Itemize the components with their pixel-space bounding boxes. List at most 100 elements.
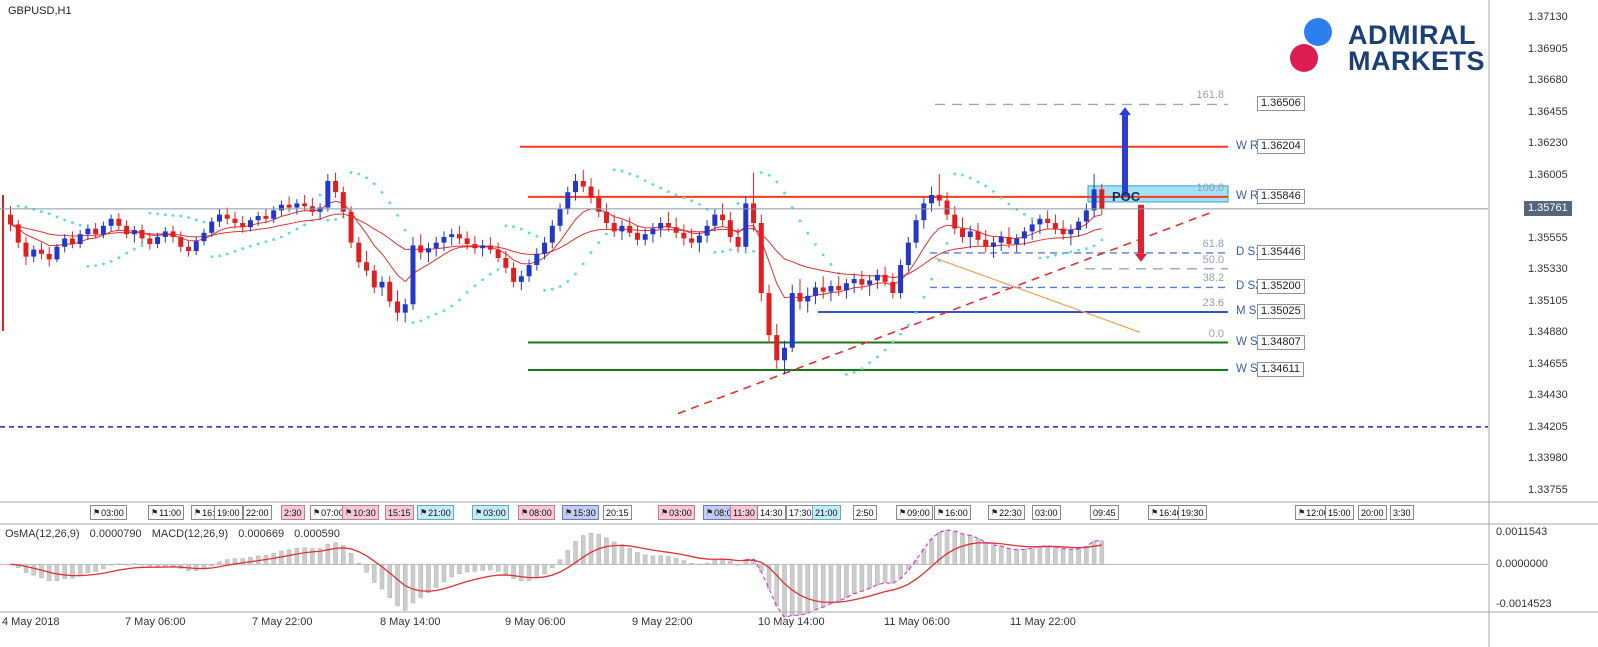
price-tick: 1.33980 (1528, 452, 1568, 465)
time-chip[interactable]: ⚑ 08:00 (518, 505, 555, 520)
time-chip[interactable]: 22:00 (243, 505, 272, 520)
candle-body (751, 203, 757, 223)
time-chip[interactable]: 15:00 (1325, 505, 1354, 520)
orange-trendline[interactable] (934, 257, 1141, 333)
time-chip-label: 20:00 (1361, 507, 1384, 518)
time-chip[interactable]: ⚑ 11:00 (148, 505, 185, 520)
date-label: 9 May 22:00 (632, 616, 693, 628)
candle-body (302, 203, 308, 207)
candle-body (77, 234, 83, 245)
candle-body (681, 232, 687, 239)
ascending-trendline[interactable] (677, 211, 1214, 415)
candle-body (100, 225, 106, 235)
candle-body (758, 222, 764, 294)
candle-body (325, 180, 331, 208)
event-flag-icon: ⚑ (991, 507, 999, 517)
time-chip[interactable]: 21:00 (812, 505, 841, 520)
time-chip-label: 15:15 (388, 507, 411, 518)
time-chip[interactable]: ⚑ 16:40 (1148, 505, 1185, 520)
time-chip[interactable]: ⚑ 03:00 (472, 505, 509, 520)
candle-body (511, 267, 517, 282)
candle-body (634, 232, 640, 240)
candle-body (317, 207, 323, 212)
poc-zone[interactable] (1087, 185, 1229, 203)
candle-body (480, 245, 486, 249)
candle-body (124, 225, 130, 235)
date-axis[interactable]: 4 May 2018 7 May 06:00 7 May 22:00 8 May 14… (0, 614, 1488, 632)
time-chip-label: 07:00 (321, 507, 344, 518)
time-chip[interactable]: ⚑ 12:00 (1295, 505, 1332, 520)
stop-loss-bar[interactable] (1138, 204, 1144, 254)
candle-body (1083, 210, 1089, 222)
candle-body (364, 262, 370, 271)
time-chip[interactable]: ⚑ 07:00 (310, 505, 347, 520)
candle-body (944, 200, 950, 215)
indicator-tick: 0.0000000 (1496, 558, 1548, 571)
candle-body (503, 258, 509, 268)
time-chip[interactable]: 14:30 (757, 505, 786, 520)
candle-body (983, 239, 989, 247)
time-chip[interactable]: ⚑ 09:00 (896, 505, 933, 520)
time-chip[interactable]: 19:00 (214, 505, 243, 520)
candle-body (62, 238, 68, 247)
candle-body (789, 293, 795, 348)
event-flag-icon: ⚑ (521, 507, 529, 517)
price-axis[interactable]: 1.37130 1.36905 1.36680 1.36455 1.36230 1.360… (1490, 0, 1598, 502)
indicator-tick: 0.0011543 (1496, 526, 1548, 538)
time-chip[interactable]: 03:00 (1032, 505, 1061, 520)
time-chip[interactable]: 20:15 (603, 505, 632, 520)
time-chip[interactable]: ⚑ 15:30 (562, 505, 599, 520)
osma-line (745, 529, 1102, 618)
time-chip[interactable]: ⚑ 21:00 (417, 505, 454, 520)
time-chip[interactable]: 19:30 (1178, 505, 1207, 520)
candle-body (774, 335, 780, 361)
candle-body (743, 203, 749, 247)
time-chip[interactable]: 3:30 (1390, 505, 1414, 520)
time-axis[interactable]: ⚑03:00⚑11:00⚑16:1519:0022:002:30⚑07:00⚑1… (0, 503, 1488, 523)
price-tick: 1.34430 (1528, 389, 1568, 402)
candle-body (534, 253, 540, 266)
candle-body (812, 287, 818, 296)
parabolic-sar-dots (16, 168, 1104, 376)
candle-body (998, 237, 1004, 243)
candle-body (611, 222, 617, 232)
candle-body (108, 218, 114, 226)
candle-body (766, 293, 772, 336)
time-chip[interactable]: 11:30 (730, 505, 758, 520)
time-chip[interactable]: 17:30 (786, 505, 815, 520)
time-chip[interactable]: ⚑ 22:30 (988, 505, 1025, 520)
candle-body (201, 232, 207, 242)
time-chip-label: 03:00 (483, 507, 506, 518)
time-chip[interactable]: ⚑ 03:00 (658, 505, 695, 520)
candle-body (890, 281, 896, 294)
time-chip[interactable]: 20:00 (1358, 505, 1387, 520)
candle-body (348, 211, 354, 243)
date-label: 4 May 2018 (2, 616, 60, 628)
candle-body (1029, 224, 1035, 232)
candle-body (921, 203, 927, 221)
candles[interactable] (8, 169, 1105, 375)
time-chip[interactable]: ⚑ 16:00 (934, 505, 971, 520)
candle-body (704, 225, 710, 236)
indicator-axis[interactable]: 0.0011543 0.0000000 -0.0014523 (1490, 524, 1598, 614)
candle-body (867, 280, 873, 285)
time-chip[interactable]: ⚑ 03:00 (90, 505, 127, 520)
price-tick: 1.33755 (1528, 483, 1568, 496)
candle-body (712, 214, 718, 226)
time-chip[interactable]: 2:50 (853, 505, 877, 520)
time-chip[interactable]: ⚑ 10:30 (342, 505, 379, 520)
time-chip[interactable]: 09:45 (1090, 505, 1119, 520)
time-chip-label: 03:00 (101, 507, 124, 518)
macd-signal-line (10, 542, 1102, 604)
time-chip[interactable]: 2:30 (281, 505, 305, 520)
candle-body (642, 234, 648, 240)
broker-logo: ADMIRAL MARKETS (1288, 18, 1485, 78)
buy-target-arrow[interactable] (1122, 115, 1128, 197)
date-label: 7 May 22:00 (252, 616, 313, 628)
candle-body (294, 203, 300, 208)
candle-body (1037, 218, 1043, 225)
time-chip[interactable]: 15:15 (385, 505, 414, 520)
candle-body (278, 204, 284, 211)
time-chip-label: 17:30 (789, 507, 812, 518)
